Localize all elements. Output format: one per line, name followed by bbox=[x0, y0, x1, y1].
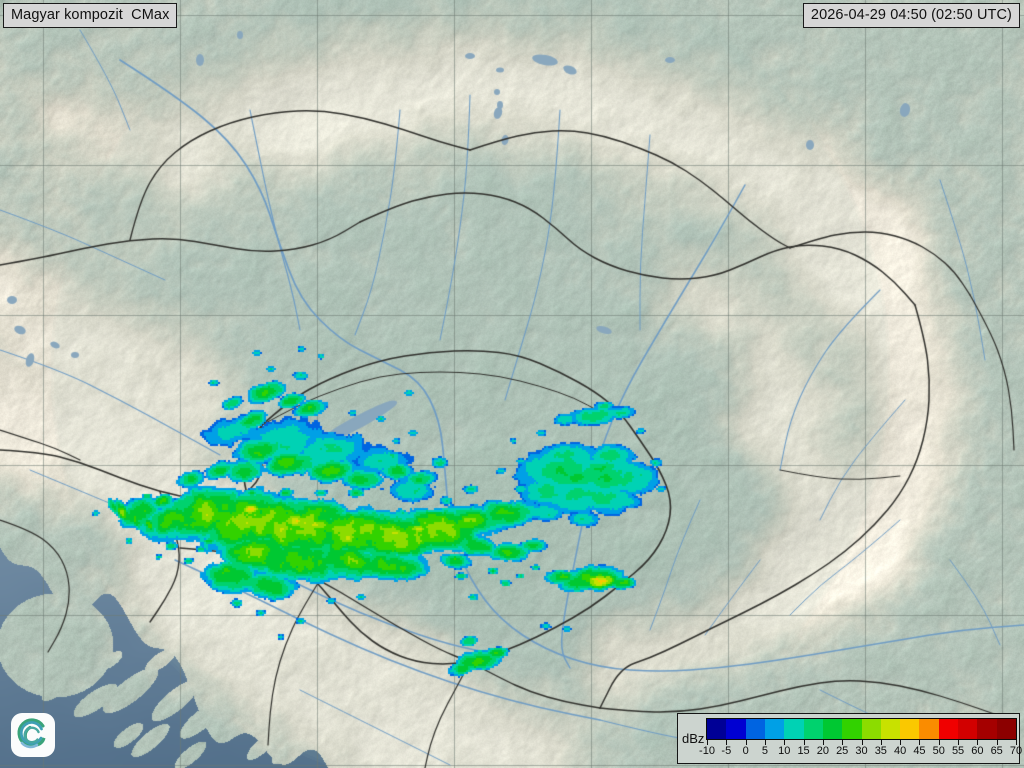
legend-tick-label: 60 bbox=[971, 745, 984, 757]
legend-swatch-0 bbox=[707, 719, 727, 739]
legend-tick bbox=[919, 740, 921, 745]
legend-tick-marks bbox=[706, 740, 1017, 746]
legend-swatch-4 bbox=[784, 719, 804, 739]
legend-tick bbox=[938, 740, 940, 745]
legend-tick-label: 50 bbox=[932, 745, 945, 757]
legend-tick bbox=[822, 740, 824, 745]
legend-swatch-8 bbox=[861, 719, 881, 739]
legend-tick-label: 25 bbox=[836, 745, 849, 757]
product-title-box: Magyar kompozit CMax bbox=[3, 3, 178, 28]
legend-tick bbox=[996, 740, 998, 745]
legend-tick bbox=[900, 740, 902, 745]
hungaromet-swirl-logo[interactable] bbox=[10, 712, 56, 758]
legend-tick bbox=[726, 740, 728, 745]
legend-tick-label: 35 bbox=[874, 745, 887, 757]
legend-tick-label: -10 bbox=[699, 745, 715, 757]
timestamp-box: 2026-04-29 04:50 (02:50 UTC) bbox=[802, 3, 1020, 28]
legend-swatch-2 bbox=[745, 719, 765, 739]
dbz-colorbar-legend: dBz -10 -5 0 5 10 15 20 25 30 35 40 45 50 55 60 65 70 bbox=[677, 713, 1022, 764]
legend-swatch-3 bbox=[764, 719, 785, 739]
legend-swatch-13 bbox=[958, 719, 978, 739]
legend-tick bbox=[803, 740, 805, 745]
legend-swatch-14 bbox=[977, 719, 997, 739]
legend-swatch-1 bbox=[726, 719, 746, 739]
legend-tick-label: -5 bbox=[721, 745, 732, 757]
legend-tick bbox=[958, 740, 960, 745]
legend-tick bbox=[842, 740, 844, 745]
legend-tick bbox=[977, 740, 979, 745]
legend-tick-label: 65 bbox=[990, 745, 1003, 757]
legend-tick-label: 45 bbox=[913, 745, 926, 757]
legend-tick-label: 5 bbox=[761, 745, 768, 757]
legend-tick bbox=[1016, 740, 1017, 745]
legend-tick bbox=[861, 740, 863, 745]
legend-tick bbox=[784, 740, 786, 745]
legend-tick bbox=[764, 740, 766, 745]
legend-tick-label: 10 bbox=[778, 745, 791, 757]
legend-swatch-12 bbox=[938, 719, 959, 739]
legend-tick bbox=[745, 740, 747, 745]
legend-swatch-11 bbox=[919, 719, 939, 739]
legend-swatch-10 bbox=[900, 719, 920, 739]
legend-swatch-6 bbox=[822, 719, 843, 739]
legend-tick-label: 20 bbox=[816, 745, 829, 757]
legend-tick-label: 30 bbox=[855, 745, 868, 757]
legend-tick-label: 15 bbox=[797, 745, 810, 757]
legend-tick bbox=[880, 740, 882, 745]
legend-tick-labels: -10 -5 0 5 10 15 20 25 30 35 40 45 50 55 60 65 70 bbox=[699, 745, 1022, 761]
legend-tick-label: 55 bbox=[951, 745, 965, 757]
legend-swatch-15 bbox=[996, 719, 1016, 739]
legend-color-ramp bbox=[706, 718, 1017, 740]
legend-swatch-5 bbox=[803, 719, 823, 739]
legend-swatch-7 bbox=[842, 719, 862, 739]
legend-unit-label: dBz bbox=[682, 731, 705, 746]
legend-tick-label: 70 bbox=[1009, 745, 1023, 757]
legend-tick bbox=[707, 740, 708, 745]
legend-tick-label: 40 bbox=[894, 745, 907, 757]
legend-swatch-9 bbox=[880, 719, 901, 739]
legend-tick-label: 0 bbox=[742, 745, 749, 757]
